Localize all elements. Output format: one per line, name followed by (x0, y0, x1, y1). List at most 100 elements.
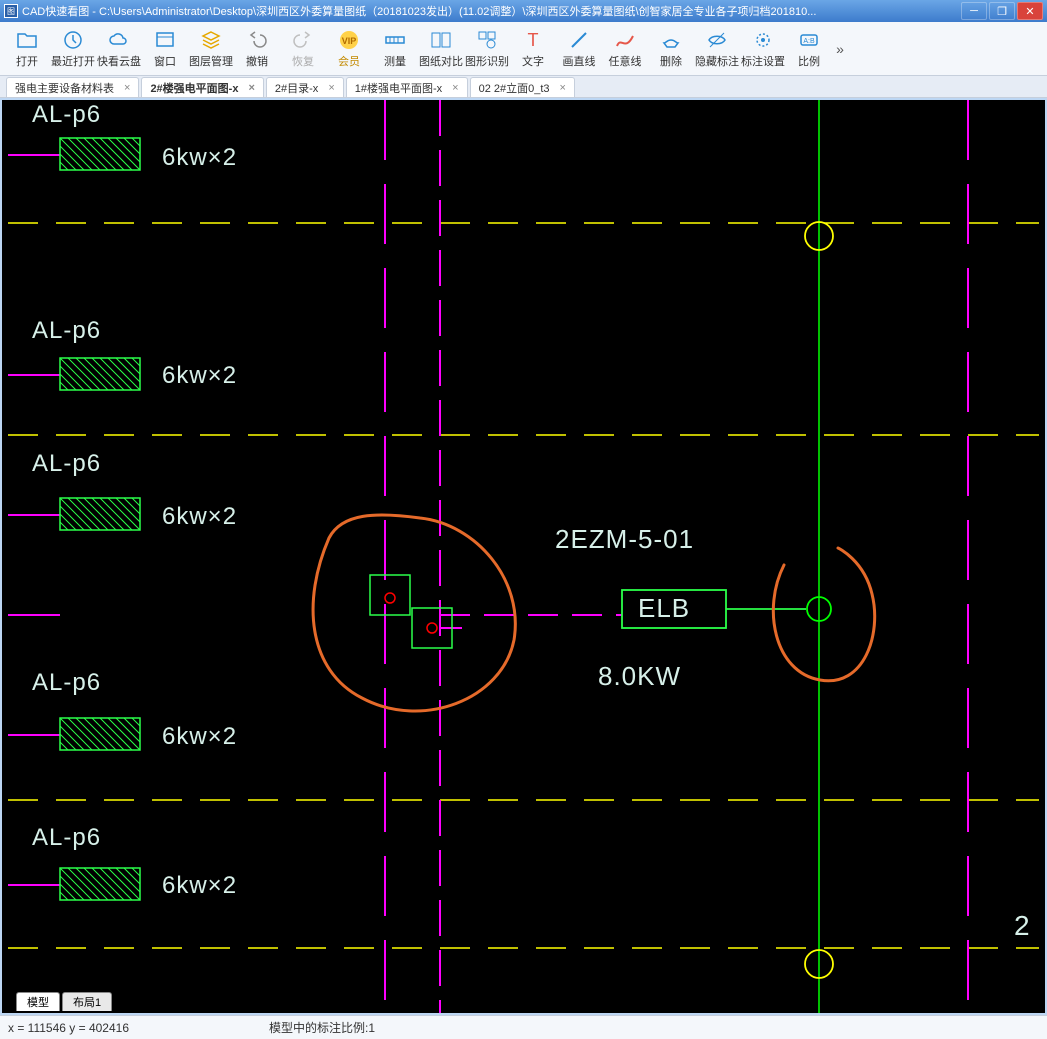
svg-text:6kw×2: 6kw×2 (162, 503, 237, 530)
svg-text:2EZM-5-01: 2EZM-5-01 (555, 524, 694, 554)
document-tab[interactable]: 1#楼强电平面图-x × (346, 77, 468, 97)
tool-measure[interactable]: 测量 (372, 24, 418, 74)
svg-text:6kw×2: 6kw×2 (162, 872, 237, 899)
vip-icon: VIP (338, 29, 360, 51)
tool-open[interactable]: 打开 (4, 24, 50, 74)
toolbar: 打开最近打开快看云盘窗口图层管理撤销恢复 VIP 会员 测量图纸对比图形识别 T 文字 画直… (0, 22, 1047, 76)
tab-label: 02 2#立面0_t3 (479, 80, 550, 96)
tool-line[interactable]: 画直线 (556, 24, 602, 74)
close-button[interactable]: ✕ (1017, 2, 1043, 20)
window-icon (154, 29, 176, 51)
document-tab[interactable]: 2#楼强电平面图-x × (141, 77, 263, 97)
svg-text:AL-p6: AL-p6 (32, 669, 101, 696)
cad-canvas[interactable]: AL-p6 6kw×2 AL-p6 6kw×2 AL-p6 6kw×2 AL-p6 6kw×2… (0, 98, 1047, 1015)
app-icon: 图 (4, 4, 18, 18)
recognize-icon (476, 29, 498, 51)
tool-compare[interactable]: 图纸对比 (418, 24, 464, 74)
line-icon (568, 29, 590, 51)
svg-text:2: 2 (1014, 910, 1031, 941)
tool-label: 快看云盘 (97, 53, 141, 69)
hidemark-icon (706, 29, 728, 51)
redo-icon (292, 29, 314, 51)
tab-label: 1#楼强电平面图-x (355, 80, 442, 96)
tool-label: 会员 (338, 53, 360, 69)
document-tab[interactable]: 强电主要设备材料表 × (6, 77, 139, 97)
tool-text[interactable]: T 文字 (510, 24, 556, 74)
tool-recognize[interactable]: 图形识别 (464, 24, 510, 74)
tool-label: 图形识别 (465, 53, 509, 69)
tab-label: 2#楼强电平面图-x (150, 80, 238, 96)
svg-text:AL-p6: AL-p6 (32, 101, 101, 128)
window-title: CAD快速看图 - C:\Users\Administrator\Desktop… (22, 3, 959, 19)
tool-label: 测量 (384, 53, 406, 69)
tab-label: 2#目录-x (275, 80, 318, 96)
open-icon (16, 29, 38, 51)
layers-icon (200, 29, 222, 51)
status-scale: 模型中的标注比例:1 (269, 1019, 375, 1036)
maximize-button[interactable]: ❐ (989, 2, 1015, 20)
tool-cloud[interactable]: 快看云盘 (96, 24, 142, 74)
tool-vip[interactable]: VIP 会员 (326, 24, 372, 74)
tool-recent[interactable]: 最近打开 (50, 24, 96, 74)
tool-label: 最近打开 (51, 53, 95, 69)
toolbar-more[interactable]: » (832, 41, 848, 57)
tool-label: 图层管理 (189, 53, 233, 69)
tool-label: 删除 (660, 53, 682, 69)
tab-close-icon[interactable]: × (452, 82, 458, 94)
measure-icon (384, 29, 406, 51)
status-coords: x = 111546 y = 402416 (8, 1021, 129, 1035)
tab-close-icon[interactable]: × (248, 82, 254, 94)
tab-close-icon[interactable]: × (124, 82, 130, 94)
tool-label: 任意线 (609, 53, 642, 69)
tool-marksettings[interactable]: 标注设置 (740, 24, 786, 74)
tool-hidemark[interactable]: 隐藏标注 (694, 24, 740, 74)
recent-icon (62, 29, 84, 51)
tool-scale[interactable]: A:B 比例 (786, 24, 832, 74)
tool-redo[interactable]: 恢复 (280, 24, 326, 74)
tool-label: 画直线 (563, 53, 596, 69)
tool-label: 窗口 (154, 53, 176, 69)
cloud-icon (108, 29, 130, 51)
tool-layers[interactable]: 图层管理 (188, 24, 234, 74)
svg-text:AL-p6: AL-p6 (32, 317, 101, 344)
scale-icon: A:B (798, 29, 820, 51)
svg-text:ELB: ELB (638, 593, 690, 623)
delete-icon (660, 29, 682, 51)
tool-anyline[interactable]: 任意线 (602, 24, 648, 74)
minimize-button[interactable]: ─ (961, 2, 987, 20)
svg-text:T: T (528, 30, 539, 50)
tool-label: 比例 (798, 53, 820, 69)
tool-label: 打开 (16, 53, 38, 69)
tool-label: 文字 (522, 53, 544, 69)
tab-label: 强电主要设备材料表 (15, 80, 114, 96)
statusbar: x = 111546 y = 402416 模型中的标注比例:1 (0, 1015, 1047, 1039)
compare-icon (430, 29, 452, 51)
tab-close-icon[interactable]: × (328, 82, 334, 94)
layout-tab[interactable]: 布局1 (62, 992, 112, 1011)
document-tab[interactable]: 02 2#立面0_t3 × (470, 77, 575, 97)
marksettings-icon (752, 29, 774, 51)
svg-text:6kw×2: 6kw×2 (162, 362, 237, 389)
svg-text:AL-p6: AL-p6 (32, 824, 101, 851)
svg-text:VIP: VIP (342, 36, 357, 46)
tool-delete[interactable]: 删除 (648, 24, 694, 74)
svg-text:A:B: A:B (803, 38, 815, 45)
tool-label: 标注设置 (741, 53, 785, 69)
svg-text:8.0KW: 8.0KW (598, 661, 681, 691)
document-tab[interactable]: 2#目录-x × (266, 77, 344, 97)
svg-text:AL-p6: AL-p6 (32, 450, 101, 477)
tool-label: 撤销 (246, 53, 268, 69)
titlebar: 图 CAD快速看图 - C:\Users\Administrator\Deskt… (0, 0, 1047, 22)
anyline-icon (614, 29, 636, 51)
tab-close-icon[interactable]: × (560, 82, 566, 94)
layout-tab[interactable]: 模型 (16, 992, 60, 1011)
document-tabbar: 强电主要设备材料表×2#楼强电平面图-x×2#目录-x×1#楼强电平面图-x×0… (0, 76, 1047, 98)
tool-window[interactable]: 窗口 (142, 24, 188, 74)
text-icon: T (522, 29, 544, 51)
tool-label: 图纸对比 (419, 53, 463, 69)
undo-icon (246, 29, 268, 51)
tool-undo[interactable]: 撤销 (234, 24, 280, 74)
svg-text:6kw×2: 6kw×2 (162, 723, 237, 750)
cad-drawing: AL-p6 6kw×2 AL-p6 6kw×2 AL-p6 6kw×2 AL-p6 6kw×2… (2, 100, 1045, 1013)
tool-label: 隐藏标注 (695, 53, 739, 69)
